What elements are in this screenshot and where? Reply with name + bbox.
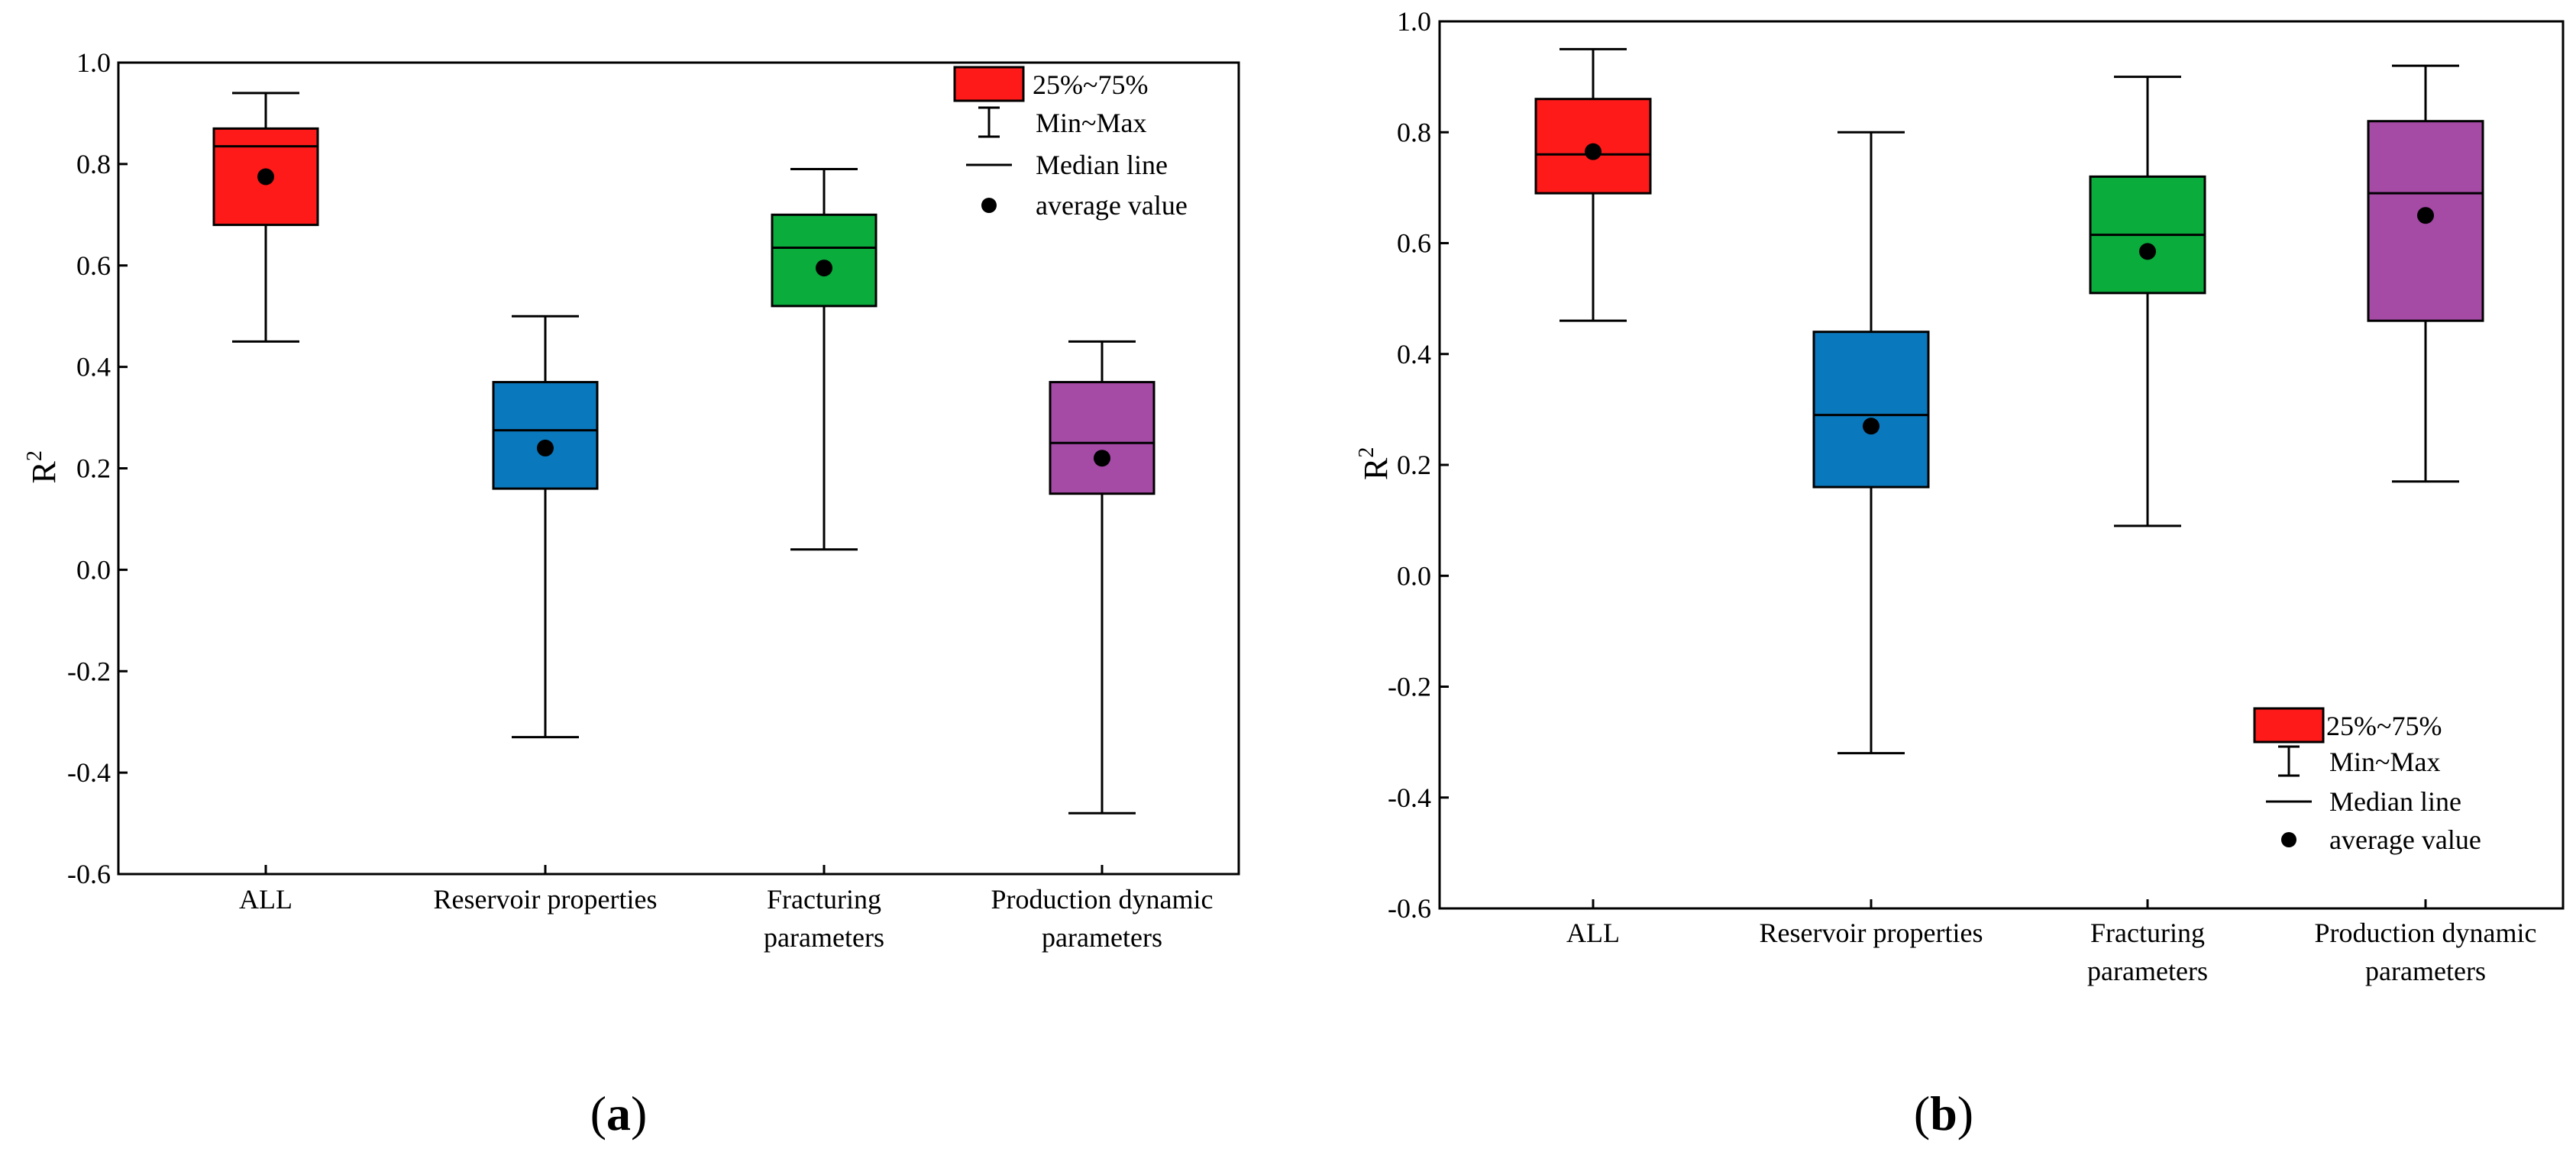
box-group: Fracturing parameters: [764, 168, 884, 953]
iqr-box: [1049, 381, 1155, 495]
mean-point: [537, 439, 554, 457]
y-tick-label: -0.4: [67, 757, 111, 788]
legend-whisker-label: Min~Max: [1036, 108, 1146, 138]
panel-label-letter: b: [1930, 1086, 1957, 1140]
y-tick-label: 0.4: [76, 352, 111, 382]
legend-whisker-label: Min~Max: [2329, 747, 2440, 777]
panel-b-chart: -0.6 -0.4 -0.2 0.0 0.2 0.4 0.6 0.8 1.0 R2 ALL Reser…: [1355, 6, 2565, 1140]
y-axis-title: R2: [23, 450, 63, 483]
y-tick-label: -0.2: [1388, 672, 1431, 702]
mean-point: [2139, 243, 2156, 260]
y-tick-label: 0.4: [1397, 339, 1431, 369]
panel-a-chart: -0.6 -0.4 -0.2 0.0 0.2 0.4 0.6 0.8 1.0 R2 ALL Reser…: [23, 47, 1240, 1140]
panel-label-open: (: [590, 1086, 606, 1140]
legend-box-swatch: [2253, 707, 2325, 744]
category-label: Production dynamic: [991, 884, 1214, 915]
category-label: parameters: [2087, 956, 2208, 986]
legend-mean-label: average value: [2329, 824, 2481, 855]
legend-median-label: Median line: [1036, 150, 1168, 180]
y-tick-label: 1.0: [76, 47, 111, 78]
category-label: parameters: [764, 922, 884, 953]
category-label: ALL: [1566, 918, 1620, 948]
category-label: Reservoir properties: [1760, 918, 1983, 948]
y-tick-label: -0.4: [1388, 782, 1431, 813]
legend: 25%~75% Min~Max Median line average value: [2253, 707, 2481, 855]
box-group: ALL: [212, 92, 319, 915]
y-tick-label: -0.2: [67, 656, 111, 686]
y-tick-label: -0.6: [67, 859, 111, 889]
y-tick-label: 0.0: [1397, 560, 1431, 591]
panel-label: (b): [1914, 1086, 1973, 1140]
y-axis-title: R2: [1355, 447, 1395, 480]
y-tick-label: 0.8: [1397, 117, 1431, 147]
box-group: Production dynamic parameters: [2315, 64, 2537, 986]
category-label: Reservoir properties: [434, 884, 658, 915]
box-group: Fracturing parameters: [2087, 76, 2208, 986]
y-tick-label: 1.0: [1397, 6, 1431, 37]
category-label: parameters: [2365, 956, 2486, 986]
legend-median-label: Median line: [2329, 786, 2461, 817]
y-axis-title-base: R: [25, 461, 63, 484]
category-label: Fracturing: [767, 884, 881, 915]
box-group: Reservoir properties: [1760, 131, 1983, 948]
box-group: ALL: [1534, 47, 1652, 948]
y-tick-label: -0.6: [1388, 893, 1431, 924]
panel-label: (a): [590, 1086, 648, 1140]
mean-point: [1585, 143, 1602, 160]
category-label: Fracturing: [2090, 918, 2205, 948]
legend-mean-symbol: [981, 198, 997, 213]
y-tick-label: 0.6: [1397, 228, 1431, 259]
y-tick-label: 0.8: [76, 149, 111, 179]
y-axis-title-superscript: 2: [23, 450, 47, 461]
box-group: Production dynamic parameters: [991, 340, 1214, 953]
iqr-box: [492, 381, 599, 490]
category-label: ALL: [239, 884, 293, 915]
mean-point: [257, 168, 274, 186]
panel-label-open: (: [1914, 1086, 1930, 1140]
legend-mean-symbol: [2281, 832, 2296, 847]
panel-label-close: ): [631, 1086, 647, 1140]
y-axis-title-base: R: [1357, 457, 1395, 480]
mean-point: [1863, 418, 1879, 435]
panel-label-letter: a: [606, 1086, 631, 1140]
legend-box-label: 25%~75%: [1033, 69, 1148, 100]
legend-box-swatch: [953, 66, 1025, 102]
category-label: Production dynamic: [2315, 918, 2537, 948]
mean-point: [2417, 207, 2434, 224]
iqr-box: [1812, 331, 1930, 489]
legend-box-label: 25%~75%: [2326, 711, 2442, 741]
y-tick-label: 0.0: [76, 554, 111, 585]
mean-point: [816, 260, 832, 277]
y-tick-label: 0.2: [1397, 450, 1431, 480]
mean-point: [1094, 450, 1110, 467]
legend-mean-label: average value: [1036, 190, 1188, 221]
y-tick-label: 0.2: [76, 453, 111, 484]
box-group: Reservoir properties: [434, 315, 658, 915]
panel-label-close: ): [1957, 1086, 1973, 1140]
y-axis-title-superscript: 2: [1355, 447, 1378, 458]
legend: 25%~75% Min~Max Median line average value: [953, 66, 1188, 221]
category-label: parameters: [1042, 922, 1162, 953]
y-tick-label: 0.6: [76, 250, 111, 281]
